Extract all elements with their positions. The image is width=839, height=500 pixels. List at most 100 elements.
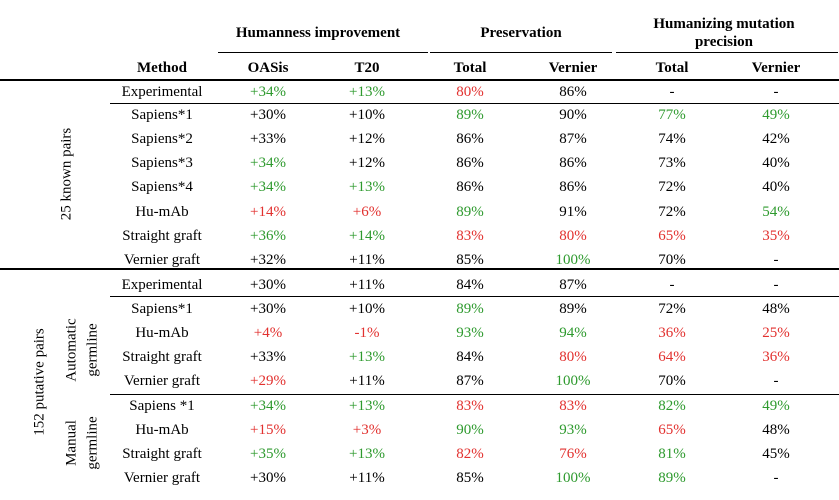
table-cell: 70% (658, 252, 686, 268)
table-cell: - (773, 373, 779, 389)
table-cell: - (773, 84, 779, 100)
table-cell: +34% (250, 84, 286, 100)
table-cell: 72% (658, 179, 686, 195)
group-underline-humanness (218, 52, 428, 53)
table-cell: +32% (250, 252, 286, 268)
table-cell: 87% (456, 373, 484, 389)
table-cell: 89% (456, 107, 484, 123)
table-cell: +30% (250, 301, 286, 317)
col-header-t20: T20 (354, 60, 380, 76)
table-cell: 25% (762, 325, 790, 341)
rule-known-experimental (110, 103, 839, 104)
row-method-label: Straight graft (122, 349, 202, 365)
table-cell: 93% (456, 325, 484, 341)
table-cell: 36% (658, 325, 686, 341)
row-method-label: Straight graft (122, 228, 202, 244)
col-header-method: Method (137, 60, 187, 76)
subsection-label-manual: Manual (63, 420, 80, 466)
table-cell: 48% (762, 422, 790, 438)
row-method-label: Sapiens*3 (131, 155, 193, 171)
table-cell: +30% (250, 470, 286, 486)
table-cell: +34% (250, 155, 286, 171)
table-cell: 91% (559, 204, 587, 220)
table-cell: 73% (658, 155, 686, 171)
table-cell: 83% (456, 398, 484, 414)
row-method-label: Vernier graft (123, 252, 201, 268)
table-cell: 90% (559, 107, 587, 123)
table-cell: +14% (349, 228, 385, 244)
table-cell: - (669, 277, 675, 293)
table-cell: 42% (762, 131, 790, 147)
header-humanizing-mutation: Humanizing mutation (653, 16, 795, 32)
table-cell: 86% (456, 155, 484, 171)
subsection-label-automatic-germline: germline (84, 323, 101, 377)
table-cell: +13% (349, 398, 385, 414)
table-cell: 49% (762, 398, 790, 414)
table-cell: 89% (658, 470, 686, 486)
table-cell: 40% (762, 155, 790, 171)
row-method-label: Sapiens *1 (129, 398, 195, 414)
table-cell: 85% (456, 470, 484, 486)
table-cell: 80% (559, 228, 587, 244)
row-method-label: Straight graft (122, 446, 202, 462)
row-method-label: Hu-mAb (135, 204, 189, 220)
table-cell: +6% (352, 204, 382, 220)
table-cell: +35% (250, 446, 286, 462)
table-cell: +13% (349, 179, 385, 195)
table-cell: 83% (456, 228, 484, 244)
table-cell: 49% (762, 107, 790, 123)
table-cell: +13% (349, 446, 385, 462)
row-method-label: Experimental (121, 277, 203, 293)
table-cell: +10% (349, 301, 385, 317)
header-preservation: Preservation (480, 25, 562, 41)
header-precision: precision (694, 34, 754, 50)
row-method-label: Sapiens*2 (131, 131, 193, 147)
table-cell: 86% (456, 131, 484, 147)
table-cell: +10% (349, 107, 385, 123)
table-cell: 77% (658, 107, 686, 123)
col-header-preservation-vernier: Vernier (548, 60, 598, 76)
table-cell: 35% (762, 228, 790, 244)
table-cell: +11% (349, 470, 385, 486)
table-cell: 94% (559, 325, 587, 341)
table-cell: 86% (559, 155, 587, 171)
table-cell: +11% (349, 277, 385, 293)
table-cell: 70% (658, 373, 686, 389)
table-cell: 82% (456, 446, 484, 462)
table-cell: +36% (250, 228, 286, 244)
rule-automatic-manual (110, 394, 839, 395)
table-cell: +12% (349, 155, 385, 171)
table-cell: 40% (762, 179, 790, 195)
col-header-precision-total: Total (655, 60, 689, 76)
table-cell: 74% (658, 131, 686, 147)
table-cell: +30% (250, 107, 286, 123)
table-cell: 80% (559, 349, 587, 365)
table-cell: 65% (658, 422, 686, 438)
table-cell: - (773, 470, 779, 486)
table-cell: 86% (559, 84, 587, 100)
table-cell: - (773, 252, 779, 268)
row-method-label: Hu-mAb (135, 325, 189, 341)
rule-header-bottom (0, 79, 839, 81)
row-method-label: Sapiens*4 (131, 179, 193, 195)
table-cell: 86% (559, 179, 587, 195)
table-cell: 81% (658, 446, 686, 462)
table-cell: 65% (658, 228, 686, 244)
section-label-known-pairs: 25 known pairs (58, 127, 75, 221)
table-cell: 80% (456, 84, 484, 100)
table-cell: +33% (250, 131, 286, 147)
col-header-precision-vernier: Vernier (751, 60, 801, 76)
group-underline-precision (616, 52, 838, 53)
table-cell: +29% (250, 373, 286, 389)
table-cell: +33% (250, 349, 286, 365)
table-cell: 84% (456, 349, 484, 365)
col-header-oasis: OASis (247, 60, 289, 76)
table-cell: 72% (658, 301, 686, 317)
table-cell: 100% (555, 373, 591, 389)
table-cell: - (669, 84, 675, 100)
table-cell: +13% (349, 84, 385, 100)
table-cell: 54% (762, 204, 790, 220)
subsection-label-manual-germline: germline (84, 416, 101, 470)
table-cell: 89% (456, 301, 484, 317)
